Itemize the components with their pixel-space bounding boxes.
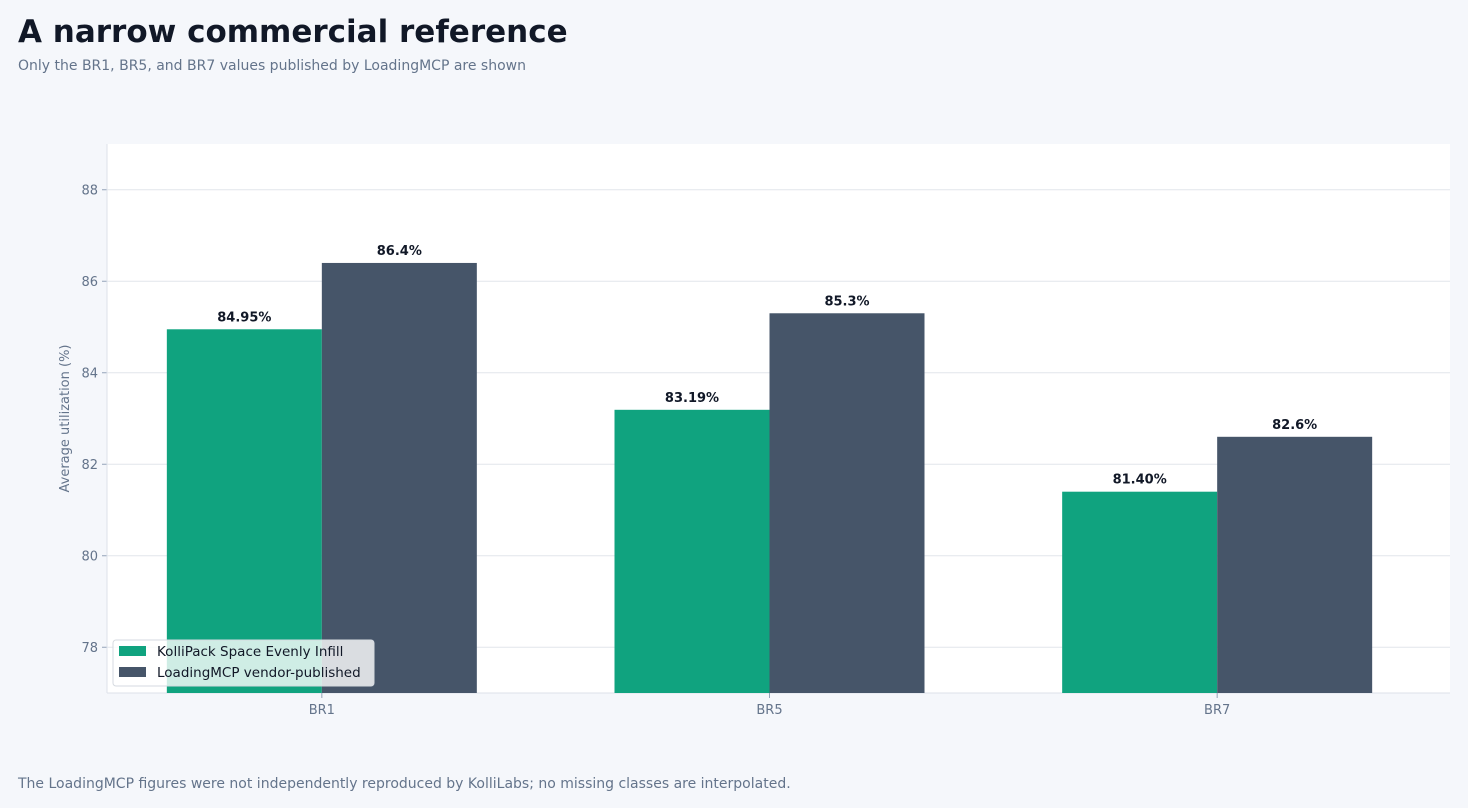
x-tick-label: BR7	[1204, 703, 1230, 718]
data-label: 83.19%	[665, 391, 719, 406]
data-label: 82.6%	[1272, 418, 1317, 433]
x-tick-label: BR5	[756, 703, 782, 718]
data-label: 86.4%	[377, 244, 422, 259]
y-tick-label: 78	[81, 641, 98, 656]
legend-box	[112, 639, 375, 687]
data-label: 84.95%	[217, 310, 271, 325]
legend-label: KolliPack Space Evenly Infill	[157, 644, 343, 660]
y-tick-label: 88	[81, 183, 98, 198]
bar-br5-series-1	[614, 409, 770, 693]
data-label: 85.3%	[824, 294, 869, 309]
y-tick-label: 80	[81, 549, 98, 564]
y-tick-label: 82	[81, 458, 98, 473]
data-label: 81.40%	[1113, 473, 1167, 488]
x-tick-label: BR1	[309, 703, 335, 718]
legend-swatch	[119, 646, 146, 656]
bar-br7-series-2	[1217, 436, 1373, 693]
chart-title: A narrow commercial reference	[18, 14, 568, 50]
bar-br1-series-1	[166, 329, 322, 693]
bar-br5-series-2	[769, 313, 925, 693]
bar-br7-series-1	[1062, 491, 1218, 693]
y-axis-title: Average utilization (%)	[58, 344, 73, 492]
bar-br1-series-2	[321, 262, 477, 693]
y-tick-label: 86	[81, 275, 98, 290]
legend-label: LoadingMCP vendor-published	[157, 665, 361, 681]
chart-footnote: The LoadingMCP figures were not independ…	[18, 776, 791, 792]
legend-swatch	[119, 667, 146, 677]
chart-subtitle: Only the BR1, BR5, and BR7 values publis…	[18, 58, 526, 74]
y-tick-label: 84	[81, 366, 98, 381]
